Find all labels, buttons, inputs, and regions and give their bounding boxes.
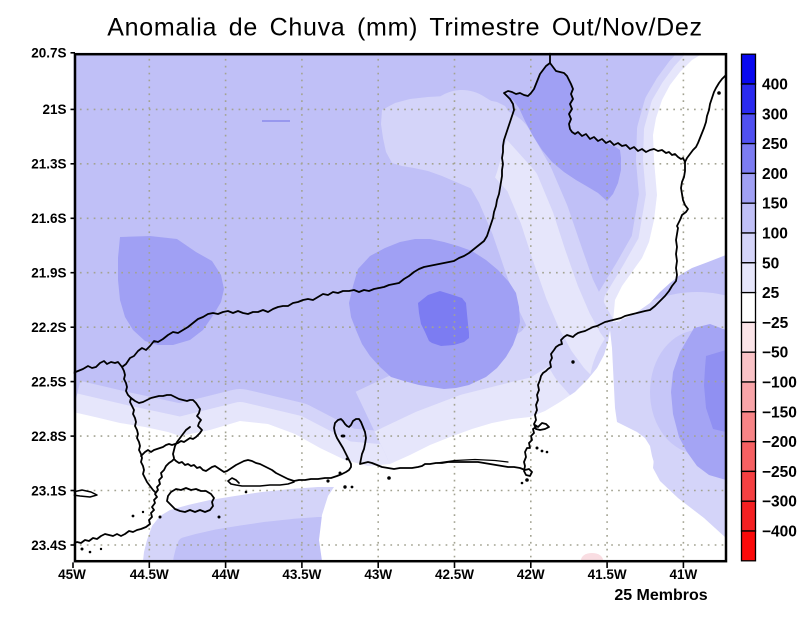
svg-text:21S: 21S <box>42 102 66 117</box>
svg-text:20.7S: 20.7S <box>31 46 66 61</box>
svg-text:21.3S: 21.3S <box>31 157 66 172</box>
svg-text:250: 250 <box>762 136 788 153</box>
svg-text:23.1S: 23.1S <box>31 484 66 499</box>
svg-text:−100: −100 <box>762 375 797 392</box>
svg-text:−25: −25 <box>762 315 789 332</box>
svg-text:21.9S: 21.9S <box>31 266 66 281</box>
svg-text:400: 400 <box>762 77 788 94</box>
svg-text:45W: 45W <box>58 567 86 582</box>
svg-text:21.6S: 21.6S <box>31 211 66 226</box>
svg-text:−150: −150 <box>762 404 797 421</box>
svg-text:42W: 42W <box>517 567 545 582</box>
svg-text:44W: 44W <box>212 567 240 582</box>
svg-text:200: 200 <box>762 166 788 183</box>
svg-text:43.5W: 43.5W <box>282 567 321 582</box>
svg-text:41.5W: 41.5W <box>588 567 627 582</box>
svg-text:−300: −300 <box>762 494 797 511</box>
svg-text:22.8S: 22.8S <box>31 429 66 444</box>
svg-text:100: 100 <box>762 226 788 243</box>
svg-text:50: 50 <box>762 255 779 272</box>
svg-text:25: 25 <box>762 285 780 302</box>
svg-text:23.4S: 23.4S <box>31 538 66 553</box>
svg-text:42.5W: 42.5W <box>435 567 474 582</box>
svg-text:−250: −250 <box>762 464 797 481</box>
svg-text:300: 300 <box>762 106 788 123</box>
svg-text:−400: −400 <box>762 524 797 541</box>
svg-text:25 Membros: 25 Membros <box>614 587 707 604</box>
svg-text:44.5W: 44.5W <box>130 567 169 582</box>
svg-text:Anomalia de Chuva (mm) Trimest: Anomalia de Chuva (mm) Trimestre Out/Nov… <box>107 14 702 42</box>
svg-text:41W: 41W <box>670 567 698 582</box>
svg-text:22.2S: 22.2S <box>31 320 66 335</box>
svg-text:22.5S: 22.5S <box>31 375 66 390</box>
svg-text:−200: −200 <box>762 434 797 451</box>
svg-text:−50: −50 <box>762 345 788 362</box>
svg-text:150: 150 <box>762 196 788 213</box>
svg-text:43W: 43W <box>364 567 392 582</box>
